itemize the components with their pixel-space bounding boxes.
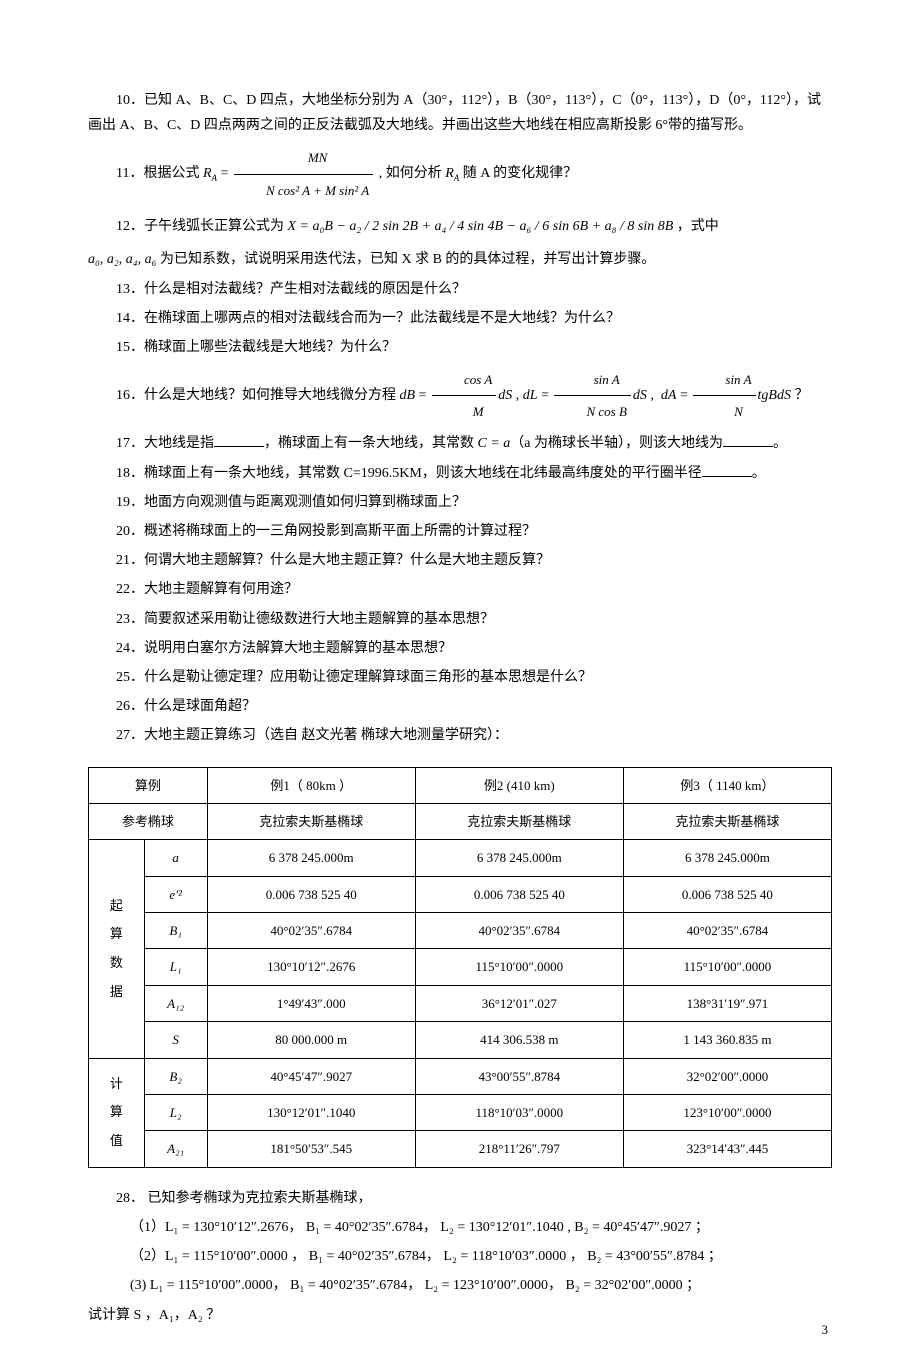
question-25: 25．什么是勒让德定理？应用勒让德定理解算球面三角形的基本思想是什么？ — [88, 665, 832, 690]
blank-1 — [214, 433, 264, 447]
db-eq: dB — [400, 388, 416, 403]
table-row: L₁ 130°10′12″.2676 115°10′00″.0000 115°1… — [89, 949, 832, 985]
question-15: 15．椭球面上哪些法截线是大地线？为什么？ — [88, 335, 832, 360]
table-row: A₁₂ 1°49′43″.000 36°12′01″.027 138°31′19… — [89, 985, 832, 1021]
th-ex3: 例3（ 1140 km） — [623, 767, 831, 803]
question-18: 18．椭球面上有一条大地线，其常数 C=1996.5KM，则该大地线在北纬最高纬… — [88, 461, 832, 486]
question-14: 14．在椭球面上哪两点的相对法截线合而为一？此法截线是不是大地线？为什么？ — [88, 306, 832, 331]
q28-ask: 试计算 S ，A₁，A₂ ？ — [88, 1303, 832, 1328]
sym-b2: B₂ — [144, 1058, 207, 1094]
ra-fraction: MN N cos² A + M sin² A — [234, 142, 373, 205]
sym-l1: L₁ — [144, 949, 207, 985]
da-frac: sin A N — [693, 364, 755, 427]
q12-pre: 12．子午线弧长正算公式为 — [116, 219, 288, 234]
table-row: 计算值 B₂ 40°45′47″.9027 43°00′55″.8784 32°… — [89, 1058, 832, 1094]
table-header-row: 算例 例1（ 80km ） 例2 (410 km) 例3（ 1140 km） — [89, 767, 832, 803]
td-ell-2: 克拉索夫斯基椭球 — [415, 803, 623, 839]
da-eq: dA — [661, 388, 677, 403]
q11-mid: , 如何分析 — [379, 166, 446, 181]
table-row: B₁ 40°02′35″.6784 40°02′35″.6784 40°02′3… — [89, 913, 832, 949]
dl-frac: sin A N cos B — [554, 364, 630, 427]
sym-e2: e'² — [144, 876, 207, 912]
question-17: 17．大地线是指，椭球面上有一条大地线，其常数 C = a（a 为椭球长半轴），… — [88, 431, 832, 456]
table-row: 起算数据 a 6 378 245.000m 6 378 245.000m 6 3… — [89, 840, 832, 876]
q28-case-2: （2）L₁ = 115°10′00″.0000 ， B₁ = 40°02′35″… — [88, 1244, 832, 1269]
q28-case-3: (3) L₁ = 115°10′00″.0000， B₁ = 40°02′35″… — [88, 1273, 832, 1298]
blank-2 — [723, 433, 773, 447]
q12-line2-text: 为已知系数，试说明采用迭代法，已知 X 求 B 的的具体过程，并写出计算步骤。 — [160, 252, 655, 267]
td-ell-1: 克拉索夫斯基椭球 — [207, 803, 415, 839]
q16-post: ？ — [794, 388, 808, 403]
question-13: 13．什么是相对法截线？产生相对法截线的原因是什么？ — [88, 277, 832, 302]
dl-eq: dL — [523, 388, 538, 403]
td-ell-3: 克拉索夫斯基椭球 — [623, 803, 831, 839]
c-eq-a: C = a — [478, 436, 511, 451]
sym-a: a — [144, 840, 207, 876]
sym-a12: A₁₂ — [144, 985, 207, 1021]
td-ellipsoid-label: 参考椭球 — [89, 803, 208, 839]
table-row: A₂₁ 181°50′53″.545 218°11′26″.797 323°14… — [89, 1131, 832, 1167]
question-27: 27．大地主题正算练习（选自 赵文光著 椭球大地测量学研究）： — [88, 723, 832, 748]
calculation-table: 算例 例1（ 80km ） 例2 (410 km) 例3（ 1140 km） 参… — [88, 767, 832, 1168]
sym-l2: L₂ — [144, 1095, 207, 1131]
q28-case-1: （1）L₁ = 130°10′12″.2676， B₁ = 40°02′35″.… — [88, 1215, 832, 1240]
th-example: 算例 — [89, 767, 208, 803]
table-row: e'² 0.006 738 525 40 0.006 738 525 40 0.… — [89, 876, 832, 912]
question-23: 23．简要叙述采用勒让德级数进行大地主题解算的基本思想？ — [88, 607, 832, 632]
table-row: S 80 000.000 m 414 306.538 m 1 143 360.8… — [89, 1022, 832, 1058]
question-21: 21．何谓大地主题解算？什么是大地主题正算？什么是大地主题反算？ — [88, 548, 832, 573]
group2-label: 计算值 — [89, 1058, 145, 1167]
question-28: 28． 已知参考椭球为克拉索夫斯基椭球， — [88, 1186, 832, 1211]
sym-s: S — [144, 1022, 207, 1058]
question-12-line2: a₀, a₂, a₄, a₆ 为已知系数，试说明采用迭代法，已知 X 求 B 的… — [88, 247, 832, 272]
group1-label: 起算数据 — [89, 840, 145, 1058]
page-number: 3 — [822, 1318, 829, 1341]
th-ex2: 例2 (410 km) — [415, 767, 623, 803]
question-10: 10．已知 A、B、C、D 四点，大地坐标分别为 A（30°，112°），B（3… — [88, 88, 832, 138]
q16-pre: 16．什么是大地线？如何推导大地线微分方程 — [116, 388, 400, 403]
question-19: 19．地面方向观测值与距离观测值如何归算到椭球面上？ — [88, 490, 832, 515]
coeffs: a₀, a₂, a₄, a₆ — [88, 252, 156, 267]
q12-post: ，式中 — [677, 219, 719, 234]
question-16: 16．什么是大地线？如何推导大地线微分方程 dB = cos A M dS , … — [88, 364, 832, 427]
ra-var-2: RA — [445, 166, 459, 181]
blank-3 — [702, 463, 752, 477]
table-row: L₂ 130°12′01″.1040 118°10′03″.0000 123°1… — [89, 1095, 832, 1131]
sym-a21: A₂₁ — [144, 1131, 207, 1167]
question-11: 11．根据公式 RA = MN N cos² A + M sin² A , 如何… — [88, 142, 832, 205]
th-ex1: 例1（ 80km ） — [207, 767, 415, 803]
db-frac: cos A M — [432, 364, 496, 427]
q11-pre: 11．根据公式 — [116, 166, 203, 181]
x-formula: X = a₀B − a₂ / 2 sin 2B + a₄ / 4 sin 4B … — [288, 219, 674, 234]
ra-var: RA — [203, 166, 217, 181]
question-20: 20．概述将椭球面上的一三角网投影到高斯平面上所需的计算过程？ — [88, 519, 832, 544]
table-ellipsoid-row: 参考椭球 克拉索夫斯基椭球 克拉索夫斯基椭球 克拉索夫斯基椭球 — [89, 803, 832, 839]
ra-numerator: MN — [234, 142, 373, 174]
question-22: 22．大地主题解算有何用途？ — [88, 577, 832, 602]
sym-b1: B₁ — [144, 913, 207, 949]
ra-denominator: N cos² A + M sin² A — [234, 175, 373, 206]
question-26: 26．什么是球面角超？ — [88, 694, 832, 719]
q11-post: 随 A 的变化规律？ — [463, 166, 577, 181]
question-24: 24．说明用白塞尔方法解算大地主题解算的基本思想？ — [88, 636, 832, 661]
question-12: 12．子午线弧长正算公式为 X = a₀B − a₂ / 2 sin 2B + … — [88, 210, 832, 244]
